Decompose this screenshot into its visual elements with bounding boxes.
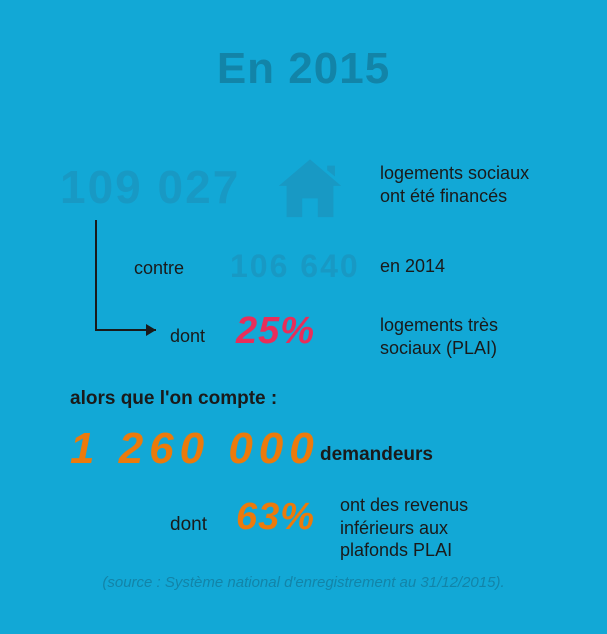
bracket-arrow-icon xyxy=(86,220,176,355)
compare-count: 106 640 xyxy=(230,248,360,285)
source-text: (source : Système national d'enregistrem… xyxy=(0,574,607,591)
house-icon xyxy=(270,150,350,233)
applicants-count: 1 260 000 xyxy=(70,424,320,474)
financed-label-line1: logements sociaux ont été financés xyxy=(380,163,529,206)
financed-label: logements sociaux ont été financés xyxy=(380,162,529,209)
applicants-label: demandeurs xyxy=(320,444,433,466)
income-label-text: ont des revenus inférieurs aux plafonds … xyxy=(340,495,468,560)
compare-word: contre xyxy=(134,258,184,279)
dont-word-1: dont xyxy=(170,326,205,347)
dont-word-2: dont xyxy=(170,514,207,536)
infographic-canvas: En 2015 109 027 logements sociaux ont ét… xyxy=(0,0,607,634)
plai-label: logements très sociaux (PLAI) xyxy=(380,314,498,359)
plai-label-text: logements très sociaux (PLAI) xyxy=(380,315,498,358)
compare-year: en 2014 xyxy=(380,256,445,277)
financed-count: 109 027 xyxy=(60,160,240,214)
plai-percent: 25% xyxy=(236,310,315,353)
year-title: En 2015 xyxy=(0,44,607,94)
income-label: ont des revenus inférieurs aux plafonds … xyxy=(340,494,468,562)
count-intro: alors que l'on compte : xyxy=(70,388,277,410)
income-percent: 63% xyxy=(236,496,315,539)
